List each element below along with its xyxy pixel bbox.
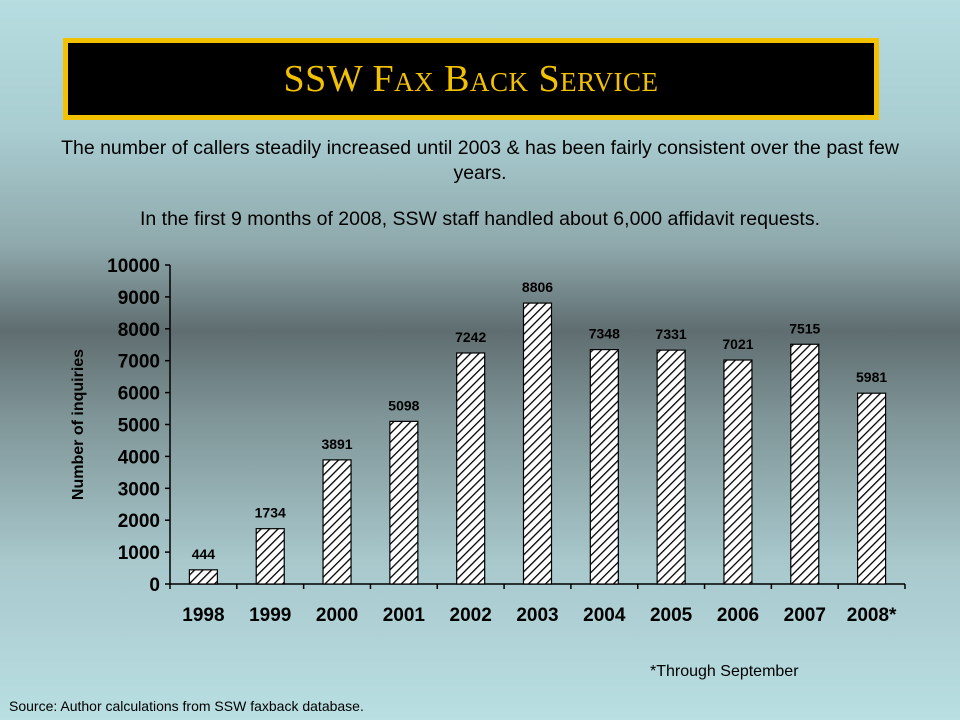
x-tick-label: 2005 <box>650 605 693 626</box>
y-tick-label: 0 <box>149 575 160 596</box>
y-tick-label: 5000 <box>118 416 160 437</box>
x-tick-label: 1998 <box>182 605 224 626</box>
y-tick-label: 9000 <box>118 288 160 309</box>
bar <box>188 569 219 585</box>
data-label: 8806 <box>522 279 553 295</box>
y-tick-label: 1000 <box>118 543 160 564</box>
y-tick-label: 3000 <box>118 479 160 500</box>
description-line-2: In the first 9 months of 2008, SSW staff… <box>139 208 821 230</box>
title-banner: SSW Fax Back Service <box>63 38 879 120</box>
data-label: 7331 <box>656 326 687 342</box>
bar <box>656 349 686 585</box>
bar <box>389 420 419 585</box>
x-tick-label: 2008* <box>847 605 897 626</box>
data-label: 5098 <box>388 397 419 413</box>
y-tick-label: 10000 <box>107 256 160 277</box>
x-tick-label: 2002 <box>450 605 492 626</box>
x-tick-label: 2001 <box>383 605 426 626</box>
y-tick-label: 6000 <box>118 384 160 405</box>
data-label: 7515 <box>789 320 820 336</box>
source-note: Source: Author calculations from SSW fax… <box>9 698 364 714</box>
bar <box>322 459 352 585</box>
data-label: 3891 <box>321 436 352 452</box>
page-title: SSW Fax Back Service <box>283 58 659 100</box>
bar <box>522 302 553 585</box>
y-tick-label: 7000 <box>118 352 160 373</box>
data-label: 7242 <box>455 329 486 345</box>
y-axis-label: Number of inquiries <box>70 349 87 500</box>
y-tick-label: 4000 <box>118 447 160 468</box>
y-tick-label: 8000 <box>118 320 160 341</box>
bar <box>589 348 619 585</box>
y-tick-label: 2000 <box>118 511 160 532</box>
x-tick-label: 2007 <box>784 605 826 626</box>
data-label: 5981 <box>856 369 887 385</box>
x-tick-label: 2003 <box>516 605 558 626</box>
data-label: 1734 <box>255 505 286 521</box>
data-label: 7021 <box>722 336 753 352</box>
x-tick-label: 2000 <box>316 605 358 626</box>
footnote: *Through September <box>650 663 799 680</box>
bar <box>255 528 285 585</box>
bar <box>456 352 486 585</box>
data-label: 7348 <box>589 326 620 342</box>
bar <box>790 343 820 585</box>
data-label: 444 <box>192 546 216 562</box>
bar <box>723 359 753 585</box>
x-tick-label: 1999 <box>249 605 291 626</box>
description-line-1: The number of callers steadily increased… <box>61 137 899 185</box>
x-tick-label: 2004 <box>583 605 626 626</box>
x-tick-label: 2006 <box>717 605 759 626</box>
bar <box>856 392 887 585</box>
